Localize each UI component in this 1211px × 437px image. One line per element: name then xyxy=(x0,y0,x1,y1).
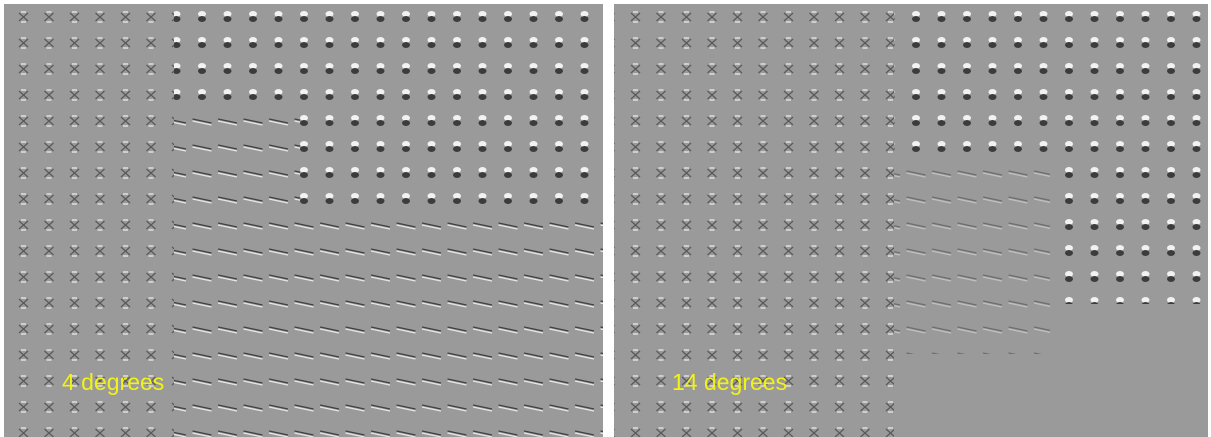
streak-region xyxy=(300,214,603,437)
dot-region xyxy=(894,4,1208,154)
panel-label: 14 degrees xyxy=(672,369,787,395)
page: 4 degrees 14 degrees (() => { const data… xyxy=(0,0,1211,437)
right-panel: 14 degrees xyxy=(614,4,1208,437)
dot-region xyxy=(1050,154,1208,304)
dot-region xyxy=(174,4,603,104)
streak-region xyxy=(894,154,1050,354)
figure: 4 degrees 14 degrees xyxy=(0,0,1211,437)
left-panel: 4 degrees xyxy=(4,4,603,437)
streak-region xyxy=(174,104,300,437)
dot-region xyxy=(300,104,603,214)
panel-label: 4 degrees xyxy=(62,369,164,395)
